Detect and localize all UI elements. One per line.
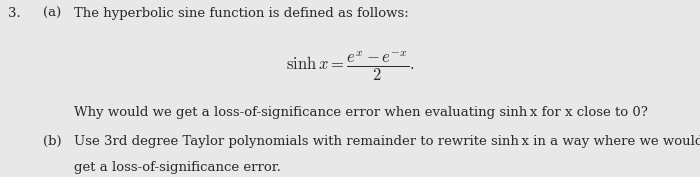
- Text: $\sinh x = \dfrac{e^{x} - e^{-x}}{2}.$: $\sinh x = \dfrac{e^{x} - e^{-x}}{2}.$: [286, 50, 414, 83]
- Text: The hyperbolic sine function is defined as follows:: The hyperbolic sine function is defined …: [74, 7, 408, 20]
- Text: 3.: 3.: [8, 7, 21, 20]
- Text: Why would we get a loss-of-significance error when evaluating sinh x for x close: Why would we get a loss-of-significance …: [74, 106, 648, 119]
- Text: (a): (a): [43, 7, 62, 20]
- Text: (b): (b): [43, 135, 62, 147]
- Text: Use 3rd degree Taylor polynomials with remainder to rewrite sinh x in a way wher: Use 3rd degree Taylor polynomials with r…: [74, 135, 700, 147]
- Text: get a loss-of-significance error.: get a loss-of-significance error.: [74, 161, 281, 174]
